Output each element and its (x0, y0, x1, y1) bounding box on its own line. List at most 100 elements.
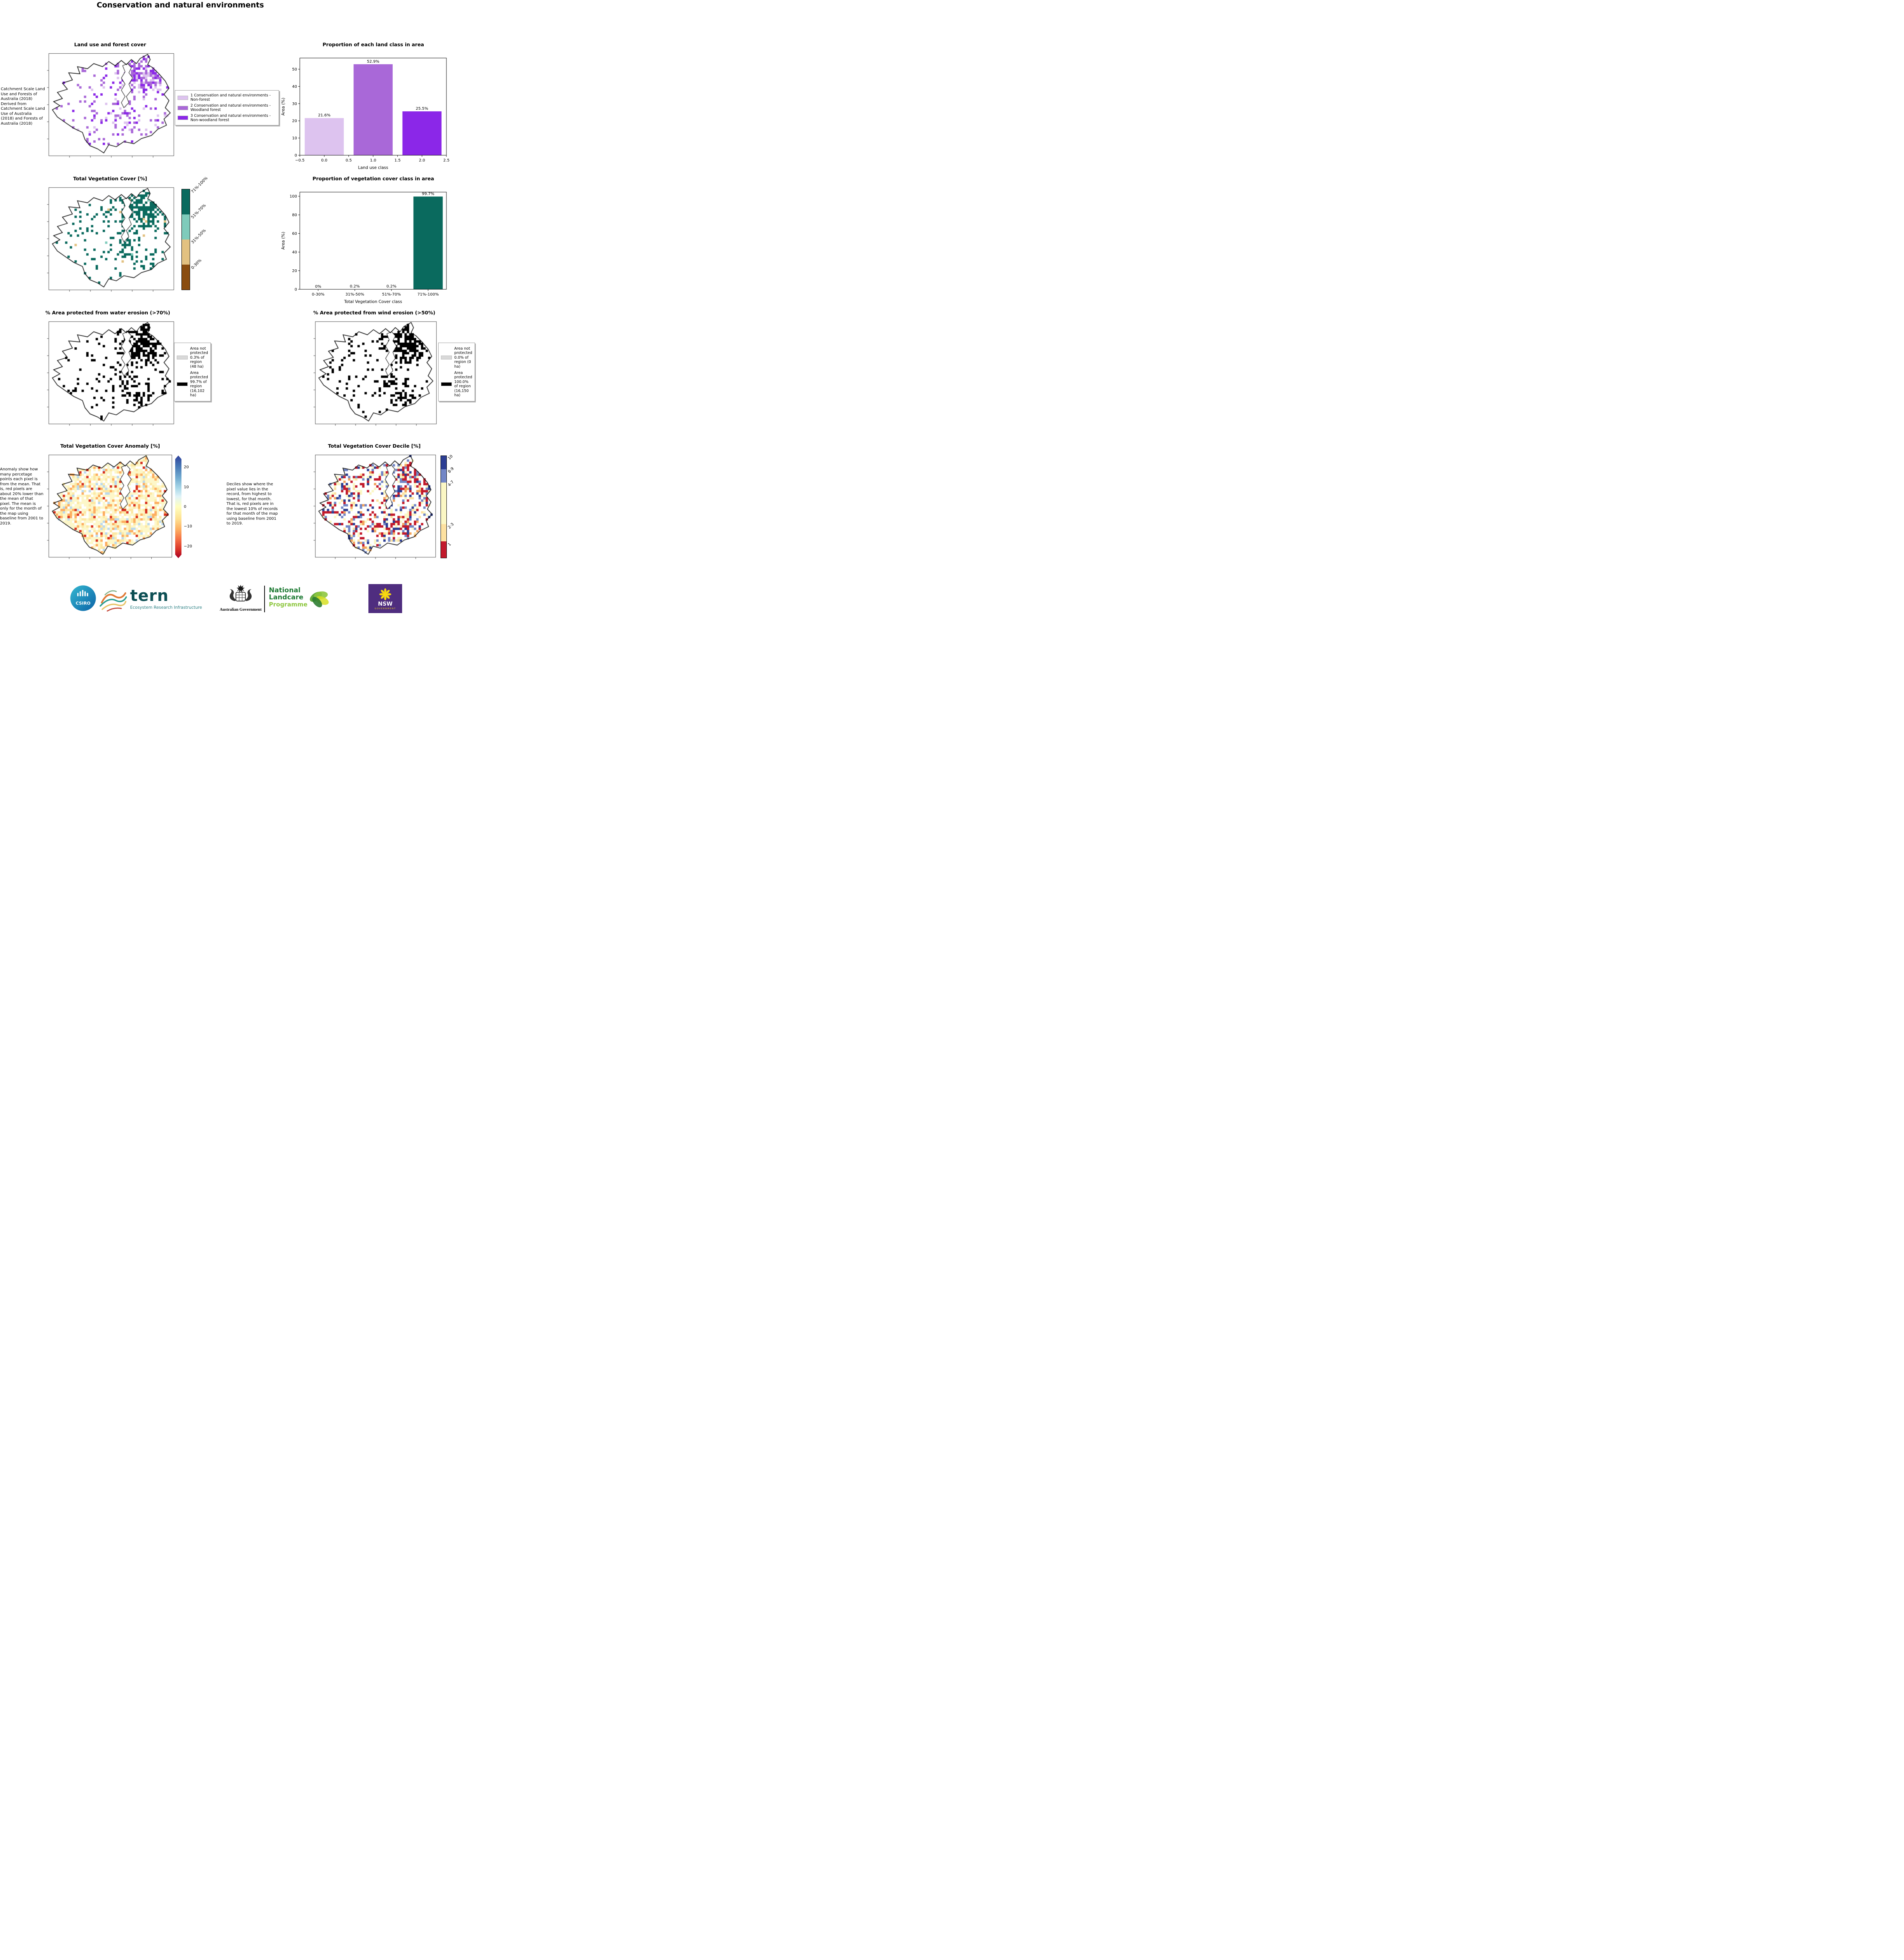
csiro-logo: CSIRO (70, 585, 96, 613)
colorbar-segment (441, 456, 446, 469)
decile-map-title: Total Vegetation Cover Decile [%] (328, 443, 421, 449)
colorbar-tick-label: 20 (184, 465, 189, 470)
legend-label: Area not protected 0.0% of region (0 ha) (454, 347, 472, 369)
report-page: Conservation and natural environments La… (0, 0, 476, 619)
colorbar-tick-label: −20 (184, 544, 192, 549)
y-tick-label: 0 (295, 154, 297, 158)
x-tick-label: 0.0 (321, 158, 327, 163)
colorbar-segment (441, 524, 446, 542)
legend-item: Area not protected 0.0% of region (0 ha) (441, 347, 472, 369)
anomaly-map (45, 454, 173, 561)
colorbar-segment (182, 240, 190, 265)
australian-government-logo: Australian Government (218, 583, 263, 612)
landuse-caption: Catchment Scale Land Use and Forests of … (1, 87, 45, 126)
tern-wordmark: tern (130, 587, 169, 605)
legend-item: 3 Conservation and natural environments … (178, 114, 276, 123)
landcare-line2: Landcare (269, 593, 304, 601)
landuse-map (45, 53, 175, 159)
bar-chart: 21.6% 52.9% 25.5% 0 10 20 30 40 50 −0.5 0.0 0.5 1.0 1… (281, 58, 450, 170)
x-axis-label: Total Vegetation Cover class (344, 299, 402, 304)
colorbar-class-label: 4-7 (447, 480, 455, 488)
colorbar-tick-label: −10 (184, 524, 192, 529)
legend-swatch (441, 382, 452, 387)
nsw-government-label: GOVERNMENT (374, 607, 396, 610)
y-axis-label: Area (%) (281, 232, 286, 250)
legend-swatch (441, 356, 452, 360)
x-tick-label: 1.5 (394, 158, 401, 163)
bar (354, 64, 393, 155)
anomaly-colorbar: 20 10 0 −10 −20 (175, 456, 192, 558)
bar-value-label: 25.5% (416, 107, 428, 111)
vegcover-map-title: Total Vegetation Cover [%] (73, 176, 147, 181)
legend-swatch (177, 382, 188, 387)
legend-item: Area not protected 0.3% of region (48 ha… (177, 347, 208, 369)
colorbar-tick-label: 0 (184, 505, 187, 509)
colorbar-segment (182, 189, 190, 214)
y-tick-label: 0 (295, 288, 297, 292)
legend-label: Area protected 99.7% of region (16,102 h… (190, 370, 208, 397)
bar (413, 196, 443, 289)
legend-swatch (177, 356, 188, 360)
legend-swatch (178, 95, 188, 100)
bar-value-label: 99.7% (422, 192, 434, 196)
legend-item: 2 Conservation and natural environments … (178, 103, 276, 113)
colorbar-class-label: 51%-70% (190, 203, 207, 220)
landuse-map-title: Land use and forest cover (74, 42, 146, 47)
x-tick-label: 31%-50% (345, 292, 364, 297)
x-tick-label: 51%-70% (382, 292, 401, 297)
decile-caption: Deciles show where the pixel value lies … (227, 482, 278, 526)
landcare-logo-text: National Landcare Programme (269, 587, 307, 608)
y-tick-label: 40 (292, 250, 297, 255)
indigenous-artwork (99, 586, 127, 613)
colorbar-class-label: 71%-100% (190, 176, 209, 194)
colorbar-class-label: 1 (447, 542, 452, 547)
legend-swatch (178, 105, 188, 110)
bar-value-label: 21.6% (318, 113, 330, 118)
landcare-leaves-graphic (310, 591, 329, 608)
water-erosion-title: % Area protected from water erosion (>70… (45, 310, 170, 316)
waratah-icon (379, 588, 392, 600)
colorbar-class-label: 10 (447, 454, 454, 461)
colorbar-segment (182, 265, 190, 290)
anomaly-caption: Anomaly show how many percetage points e… (0, 467, 44, 526)
bar-value-label: 0.2% (350, 285, 360, 289)
nsw-government-logo: NSW GOVERNMENT (368, 584, 402, 613)
landcare-line1: National (269, 586, 301, 594)
bar (305, 118, 344, 155)
wind-erosion-map (312, 321, 437, 427)
colorbar-class-label: 8-9 (447, 466, 455, 474)
colorbar-segment (441, 469, 446, 483)
y-tick-label: 80 (292, 213, 297, 218)
legend-item: Area protected 100.0% of region (16,150 … (441, 371, 472, 397)
legend-label: 1 Conservation and natural environments … (190, 93, 271, 102)
bar (402, 111, 442, 155)
x-tick-label: −0.5 (295, 158, 305, 163)
colorbar-class-label: 0-30% (190, 258, 203, 270)
y-tick-label: 20 (292, 119, 297, 123)
bar-value-label: 52.9% (367, 60, 379, 64)
bar-value-label: 0.2% (386, 285, 396, 289)
x-tick-label: 0-30% (312, 292, 325, 297)
legend-swatch (178, 116, 188, 120)
anomaly-map-title: Total Vegetation Cover Anomaly [%] (60, 443, 160, 449)
colorbar-class-label: 31%-50% (190, 228, 207, 245)
water-erosion-map (45, 321, 175, 427)
wind-erosion-title: % Area protected from wind erosion (>50%… (313, 310, 435, 316)
y-axis-label: Area (%) (281, 98, 286, 116)
decile-map (312, 454, 437, 561)
colorbar-segment (182, 214, 190, 240)
y-tick-label: 20 (292, 269, 297, 273)
decile-colorbar: 10 8-9 4-7 2-3 1 (441, 454, 455, 558)
logo-divider (264, 586, 265, 612)
landcare-leaves-icon (306, 585, 332, 612)
x-tick-label: 0.5 (346, 158, 352, 163)
landclass-chart-title: Proportion of each land class in area (323, 42, 424, 47)
landcare-line3: Programme (269, 601, 308, 608)
vegclass-bar-chart: 0% 0.2% 0.2% 99.7% 0 20 40 60 80 100 0-30% 31%-50% 5… (279, 179, 452, 307)
nsw-wordmark: NSW (378, 601, 393, 607)
vegcover-map (45, 187, 175, 293)
y-tick-label: 60 (292, 232, 297, 236)
tern-logo: tern Ecosystem Research Infrastructure (130, 588, 202, 610)
x-tick-label: 71%-100% (417, 292, 439, 297)
csiro-circle (70, 585, 96, 611)
